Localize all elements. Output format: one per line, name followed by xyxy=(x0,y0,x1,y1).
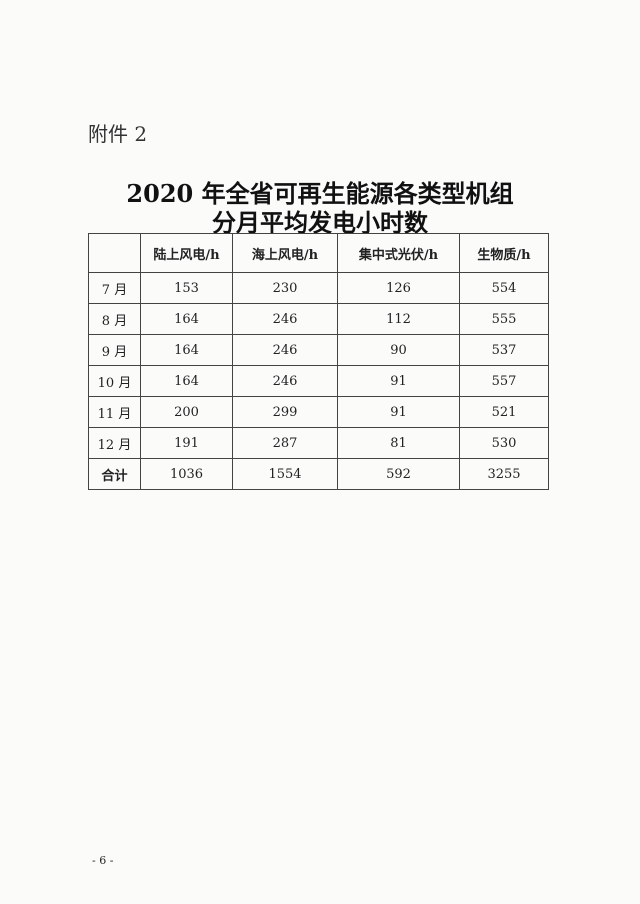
table-cell: 191 xyxy=(140,427,233,459)
table-cell: 91 xyxy=(337,365,460,397)
row-label: 12 月 xyxy=(88,427,141,459)
table-cell: 557 xyxy=(459,365,549,397)
table-cell: 200 xyxy=(140,396,233,428)
table-row: 合计 1036 1554 592 3255 xyxy=(88,458,549,490)
row-label: 7 月 xyxy=(88,272,141,304)
table-cell: 81 xyxy=(337,427,460,459)
attachment-label: 附件 2 xyxy=(88,122,148,146)
page-number: - 6 - xyxy=(92,854,114,867)
row-label: 9 月 xyxy=(88,334,141,366)
title-line-1: 2020 年全省可再生能源各类型机组 xyxy=(126,179,514,208)
table-cell: 164 xyxy=(140,365,233,397)
table-cell: 3255 xyxy=(459,458,549,490)
row-label: 10 月 xyxy=(88,365,141,397)
column-header: 海上风电/h xyxy=(232,233,338,273)
table-cell: 246 xyxy=(232,365,338,397)
row-label: 11 月 xyxy=(88,396,141,428)
table-row: 7 月 153 230 126 554 xyxy=(88,272,549,304)
table-row: 12 月 191 287 81 530 xyxy=(88,427,549,459)
table-cell: 299 xyxy=(232,396,338,428)
table-row: 11 月 200 299 91 521 xyxy=(88,396,549,428)
table-cell: 287 xyxy=(232,427,338,459)
row-label: 8 月 xyxy=(88,303,141,335)
table-cell: 91 xyxy=(337,396,460,428)
hours-table: 陆上风电/h 海上风电/h 集中式光伏/h 生物质/h 7 月 153 230 126 554… xyxy=(88,233,549,490)
table-cell: 153 xyxy=(140,272,233,304)
table-row: 10 月 164 246 91 557 xyxy=(88,365,549,397)
table-cell: 230 xyxy=(232,272,338,304)
table-cell: 112 xyxy=(337,303,460,335)
table-cell: 592 xyxy=(337,458,460,490)
table-row: 9 月 164 246 90 537 xyxy=(88,334,549,366)
table-cell: 1036 xyxy=(140,458,233,490)
table-cell: 554 xyxy=(459,272,549,304)
table-row: 8 月 164 246 112 555 xyxy=(88,303,549,335)
table-cell: 164 xyxy=(140,334,233,366)
column-header: 生物质/h xyxy=(459,233,549,273)
table-cell: 521 xyxy=(459,396,549,428)
table-cell: 164 xyxy=(140,303,233,335)
column-header: 集中式光伏/h xyxy=(337,233,460,273)
table-cell: 126 xyxy=(337,272,460,304)
table-cell: 90 xyxy=(337,334,460,366)
table-cell: 537 xyxy=(459,334,549,366)
row-label: 合计 xyxy=(88,458,141,490)
column-header xyxy=(88,233,141,273)
table-cell: 1554 xyxy=(232,458,338,490)
title-line-2: 分月平均发电小时数 xyxy=(212,208,428,237)
table-cell: 246 xyxy=(232,303,338,335)
table-cell: 555 xyxy=(459,303,549,335)
table-cell: 246 xyxy=(232,334,338,366)
table-cell: 530 xyxy=(459,427,549,459)
column-header: 陆上风电/h xyxy=(140,233,233,273)
